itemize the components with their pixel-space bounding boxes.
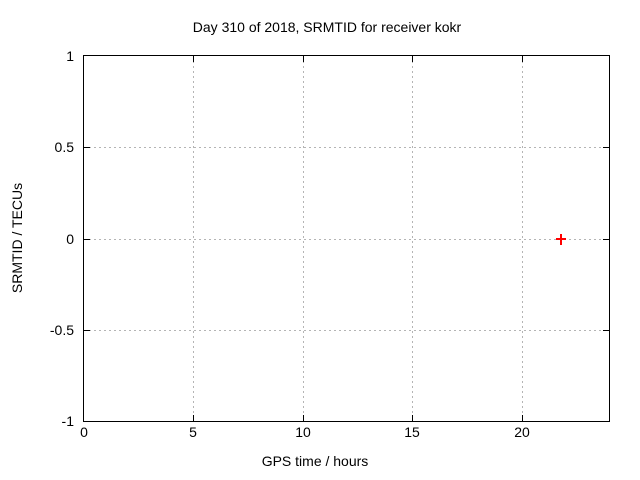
x-tick-mark-top [303, 56, 304, 62]
x-gridline [412, 56, 413, 421]
y-gridline [84, 330, 609, 331]
y-tick-label: 0 [66, 231, 74, 247]
x-tick-label: 15 [404, 424, 420, 440]
y-tick-mark [84, 330, 90, 331]
y-gridline [84, 239, 609, 240]
x-tick-label: 0 [80, 424, 88, 440]
y-tick-label: -1 [61, 413, 74, 429]
y-tick-label: 0.5 [54, 139, 74, 155]
x-tick-mark [303, 415, 304, 421]
x-axis-label: GPS time / hours [261, 453, 369, 469]
marker-bar-vertical [560, 234, 562, 245]
y-tick-mark [84, 147, 90, 148]
y-tick-label: 1 [66, 48, 74, 64]
y-tick-mark-right [603, 330, 609, 331]
x-tick-mark [412, 415, 413, 421]
y-tick-mark-right [603, 239, 609, 240]
x-tick-mark [522, 415, 523, 421]
x-tick-label: 20 [514, 424, 530, 440]
y-tick-mark-right [603, 147, 609, 148]
x-gridline [193, 56, 194, 421]
y-tick-label: -0.5 [49, 322, 74, 338]
plot-area [83, 55, 610, 422]
chart-title: Day 310 of 2018, SRMTID for receiver kok… [192, 19, 462, 35]
x-tick-mark-top [412, 56, 413, 62]
x-tick-mark [193, 415, 194, 421]
x-tick-mark-top [522, 56, 523, 62]
y-tick-mark [84, 239, 90, 240]
x-tick-label: 10 [295, 424, 311, 440]
y-gridline [84, 147, 609, 148]
x-tick-mark-top [193, 56, 194, 62]
x-tick-label: 5 [189, 424, 197, 440]
x-gridline [522, 56, 523, 421]
x-gridline [303, 56, 304, 421]
